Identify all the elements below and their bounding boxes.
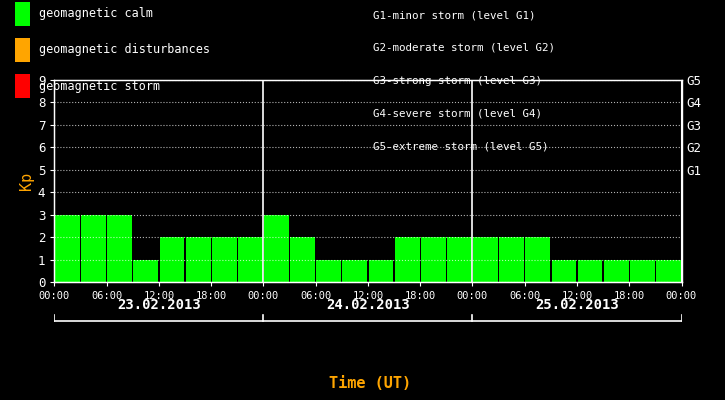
Bar: [264, 215, 289, 282]
Text: G4-severe storm (level G4): G4-severe storm (level G4): [373, 108, 542, 118]
Bar: [526, 237, 550, 282]
Bar: [316, 260, 341, 282]
Bar: [500, 237, 524, 282]
Text: 23.02.2013: 23.02.2013: [117, 298, 201, 312]
Bar: [212, 237, 236, 282]
Text: G1-minor storm (level G1): G1-minor storm (level G1): [373, 10, 536, 20]
Text: 24.02.2013: 24.02.2013: [326, 298, 410, 312]
Bar: [160, 237, 184, 282]
Text: 25.02.2013: 25.02.2013: [535, 298, 619, 312]
Bar: [342, 260, 368, 282]
Bar: [81, 215, 106, 282]
Bar: [290, 237, 315, 282]
Text: Time (UT): Time (UT): [328, 376, 411, 392]
Bar: [552, 260, 576, 282]
Y-axis label: Kp: Kp: [19, 172, 33, 190]
Bar: [473, 237, 498, 282]
Text: geomagnetic disturbances: geomagnetic disturbances: [39, 44, 210, 56]
Text: G3-strong storm (level G3): G3-strong storm (level G3): [373, 76, 542, 86]
Bar: [368, 260, 394, 282]
Bar: [394, 237, 420, 282]
Text: geomagnetic storm: geomagnetic storm: [39, 80, 160, 92]
Bar: [656, 260, 681, 282]
Bar: [578, 260, 602, 282]
Bar: [186, 237, 210, 282]
Bar: [420, 237, 446, 282]
Bar: [55, 215, 80, 282]
Bar: [238, 237, 262, 282]
Text: geomagnetic calm: geomagnetic calm: [39, 8, 153, 20]
Bar: [447, 237, 472, 282]
Bar: [107, 215, 132, 282]
Bar: [133, 260, 158, 282]
Text: G5-extreme storm (level G5): G5-extreme storm (level G5): [373, 141, 549, 151]
Text: G2-moderate storm (level G2): G2-moderate storm (level G2): [373, 43, 555, 53]
Bar: [630, 260, 655, 282]
Bar: [604, 260, 629, 282]
